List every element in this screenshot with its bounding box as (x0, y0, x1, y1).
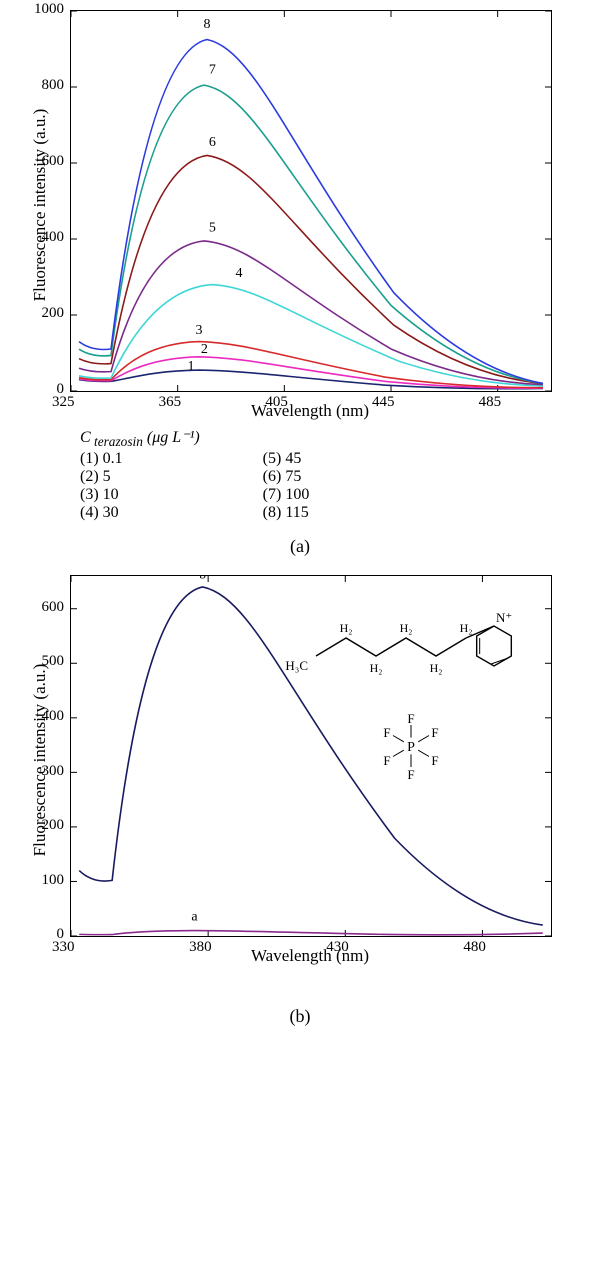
series-label-7: 7 (209, 63, 216, 78)
legend-item: (3) 10 (80, 486, 123, 504)
ytick: 300 (14, 763, 64, 780)
mol-F: F (407, 767, 414, 782)
chart-b-plot: abH₃CH₂H₂H₂H₂H₂N⁺PFFFFFF (70, 575, 552, 937)
ytick: 600 (14, 599, 64, 616)
legend-item: (4) 30 (80, 504, 123, 522)
xtick: 330 (52, 939, 75, 956)
ytick: 200 (14, 817, 64, 834)
xtick: 430 (326, 939, 349, 956)
series-label-2: 2 (201, 342, 208, 357)
series-label-5: 5 (209, 220, 216, 235)
mol-F: F (431, 725, 438, 740)
chart-a-plot: 12 3 4 5 6 7 8 (70, 10, 552, 392)
series-a (79, 931, 543, 935)
series-label-8: 8 (204, 17, 211, 32)
legend-item: (5) 45 (263, 450, 310, 468)
series-label-4: 4 (236, 266, 243, 281)
xtick: 405 (265, 394, 288, 411)
series-label-3: 3 (196, 323, 203, 338)
ytick: 1000 (14, 1, 64, 18)
ytick: 200 (14, 305, 64, 322)
legend-item: (6) 75 (263, 468, 310, 486)
series-6 (79, 155, 543, 383)
xtick: 485 (479, 394, 502, 411)
xtick: 445 (372, 394, 395, 411)
xtick: 480 (463, 939, 486, 956)
y-axis-label-a: Fluorescence intensity (a.u.) (30, 75, 50, 335)
xtick: 325 (52, 394, 75, 411)
series-5 (79, 241, 543, 385)
ytick: 500 (14, 653, 64, 670)
ytick: 600 (14, 153, 64, 170)
mol-F: F (431, 753, 438, 768)
series-label-1: 1 (188, 359, 195, 374)
mol-nplus: N⁺ (496, 610, 512, 625)
series-label-a: a (191, 910, 198, 925)
mol-ring (477, 626, 512, 666)
xtick: 365 (159, 394, 182, 411)
mol-F: F (383, 753, 390, 768)
mol-h2-top: H₂ (400, 621, 413, 635)
xtick: 380 (189, 939, 212, 956)
legend-item: (7) 100 (263, 486, 310, 504)
panel-label-a: (a) (10, 536, 590, 557)
series-7 (79, 85, 543, 383)
series-8 (79, 40, 543, 384)
molecule-chain (316, 638, 466, 656)
panel-b: Fluorescence intensity (a.u.) abH₃CH₂H₂H… (10, 575, 590, 1027)
ytick: 400 (14, 708, 64, 725)
series-b (79, 587, 543, 925)
ytick: 800 (14, 77, 64, 94)
mol-h2-bot: H₂ (370, 661, 383, 675)
legend-a: C terazosin (μg L⁻¹) (1) 0.1(2) 5(3) 10(… (80, 427, 590, 522)
mol-F: F (383, 725, 390, 740)
legend-item: (8) 115 (263, 504, 310, 522)
mol-ch3: H₃C (285, 658, 308, 673)
series-label-b: b (199, 575, 206, 583)
mol-P: P (407, 740, 415, 755)
mol-h2-bot: H₂ (430, 661, 443, 675)
mol-F: F (407, 711, 414, 726)
series-label-6: 6 (209, 135, 216, 150)
ytick: 100 (14, 872, 64, 889)
mol-h2-top: H₂ (340, 621, 353, 635)
ytick: 400 (14, 229, 64, 246)
panel-label-b: (b) (10, 1006, 590, 1027)
legend-item: (2) 5 (80, 468, 123, 486)
legend-title: C terazosin (μg L⁻¹) (80, 427, 590, 450)
panel-a: Fluorescence intensity (a.u.) 12345678 0… (10, 10, 590, 557)
mol-h2-top: H₂ (460, 621, 473, 635)
legend-item: (1) 0.1 (80, 450, 123, 468)
